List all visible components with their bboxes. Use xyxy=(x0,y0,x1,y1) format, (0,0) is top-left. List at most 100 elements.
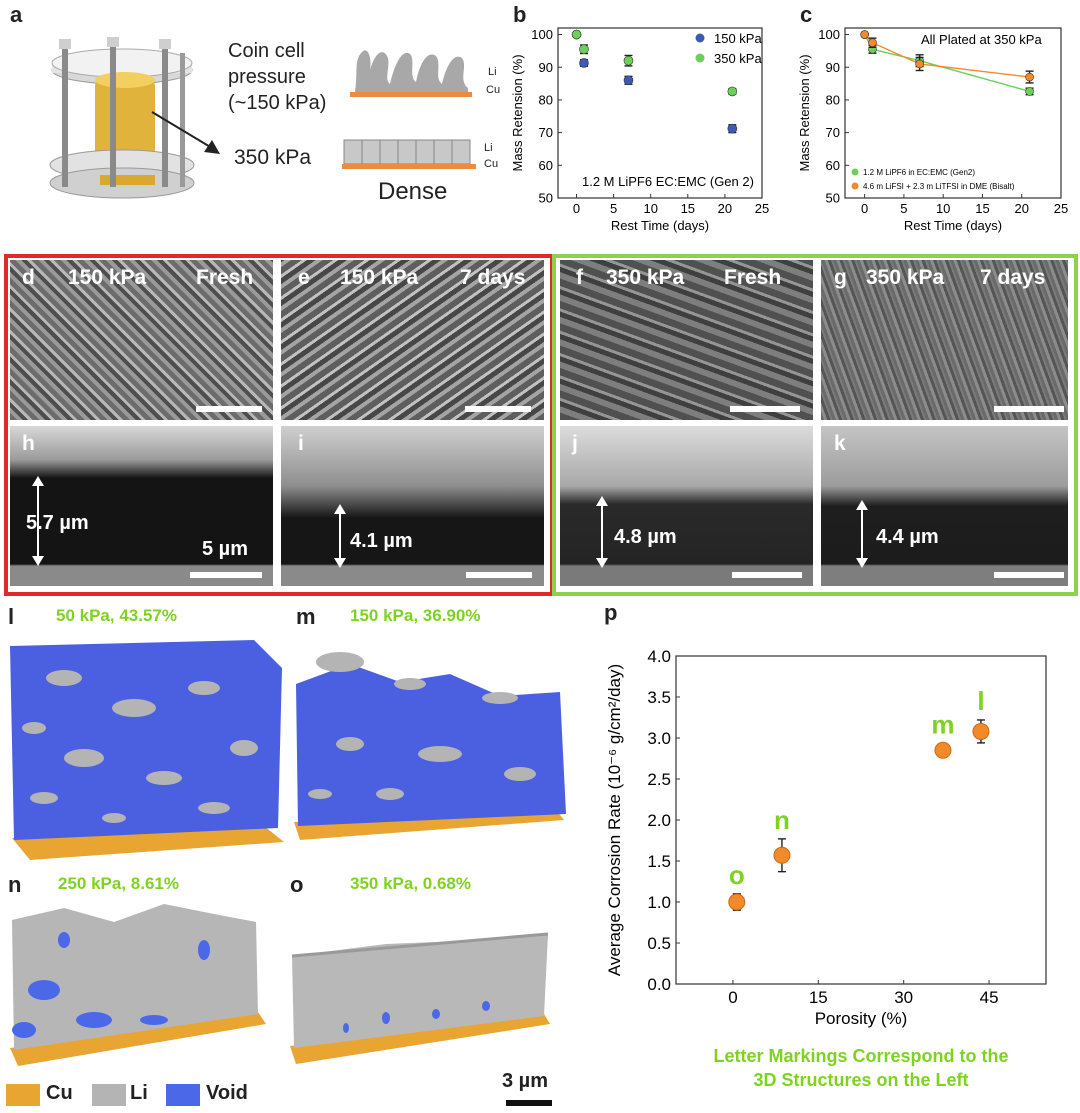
scale-bar-g xyxy=(994,406,1064,412)
y-tick-label: 0.5 xyxy=(647,934,671,953)
x-tick-label: 30 xyxy=(894,988,913,1007)
chart-caption-line: 3D Structures on the Left xyxy=(753,1070,968,1090)
render-scale-label: 3 µm xyxy=(502,1070,548,1092)
thickness-arrow-h xyxy=(32,476,44,566)
render-o-caption: 350 kPa, 0.68% xyxy=(350,874,471,893)
x-tick-label: 0 xyxy=(728,988,737,1007)
scale-bar-f xyxy=(730,406,800,412)
x-axis-title: Rest Time (days) xyxy=(611,218,709,233)
x-tick-label: 5 xyxy=(610,201,617,216)
plot-frame xyxy=(557,27,763,199)
panel-e-letter: e xyxy=(298,266,310,289)
y-tick-label: 80 xyxy=(826,92,840,107)
panel-c-letter: c xyxy=(800,2,813,27)
panel-h-letter: h xyxy=(22,432,35,455)
coin-cell-fixture-illustration xyxy=(49,37,195,199)
sem-image-h xyxy=(10,426,273,586)
y-axis-title: Mass Retension (%) xyxy=(510,54,525,171)
y-tick-label: 50 xyxy=(826,191,840,206)
y-tick-label: 70 xyxy=(826,125,840,140)
cu-layer-label-dense: Cu xyxy=(484,158,499,170)
chart-p: 0 15 30 45 0.0 0.5 1.0 1.5 2.0 2.5 3.0 3.5 4.0 Porosi… xyxy=(605,647,1047,1090)
plot-frame xyxy=(844,27,1062,199)
panel-d-letter: d xyxy=(22,266,35,289)
chart-annotation: 1.2 M LiPF6 EC:EMC (Gen 2) xyxy=(582,174,754,189)
coin-cell-pressure-label: Coin cell pressure (~150 kPa) xyxy=(228,40,327,114)
sem-image-d xyxy=(10,260,273,420)
data-point-series-0 xyxy=(1025,87,1034,96)
x-tick-label: 15 xyxy=(681,201,695,216)
render-l-50kpa xyxy=(10,640,284,860)
thickness-h: 5.7 µm xyxy=(26,512,89,534)
render-m-caption: 150 kPa, 36.90% xyxy=(350,606,481,625)
thickness-i: 4.1 µm xyxy=(350,530,413,552)
legend-marker xyxy=(695,53,705,63)
panel-a-letter: a xyxy=(10,2,23,27)
y-tick-label: 3.5 xyxy=(647,688,671,707)
x-tick-label: 5 xyxy=(900,201,907,216)
x-axis-title: Rest Time (days) xyxy=(904,218,1002,233)
x-tick-label: 25 xyxy=(1054,201,1068,216)
panel-e-time: 7 days xyxy=(460,266,526,289)
thickness-arrow-i xyxy=(334,504,346,568)
legend-label: 350 kPa xyxy=(714,51,762,66)
data-point-350-kpa xyxy=(727,86,738,97)
thickness-arrow-k xyxy=(856,500,868,568)
data-point-350-kpa xyxy=(579,44,589,55)
render-m-150kpa xyxy=(294,652,566,840)
panel-b-letter: b xyxy=(513,2,527,27)
y-tick-label: 2.0 xyxy=(647,811,671,830)
x-tick-label: 20 xyxy=(1014,201,1028,216)
x-tick-label: 20 xyxy=(718,201,732,216)
green-frame-350kpa xyxy=(552,254,1078,596)
chart-b: 0 5 10 15 20 25 50 60 70 80 90 100 Rest Time (days) M… xyxy=(510,27,769,233)
panel-o-letter: o xyxy=(290,872,304,897)
x-axis-title: Porosity (%) xyxy=(815,1009,908,1028)
data-point-150-kpa xyxy=(623,75,634,86)
render-n-caption: 250 kPa, 8.61% xyxy=(58,874,179,893)
x-tick-label: 10 xyxy=(936,201,950,216)
data-label-m: m xyxy=(931,710,954,740)
legend-li-label: Li xyxy=(130,1082,148,1104)
dense-li-illustration xyxy=(342,139,476,169)
plot-frame xyxy=(675,655,1047,985)
legend-label: 4.6 m LiFSI + 2.3 m LiTFSI in DME (Bisal… xyxy=(863,182,1015,191)
li-layer-label: Li xyxy=(488,66,497,78)
sem-image-g xyxy=(821,260,1068,420)
y-tick-label: 100 xyxy=(531,27,553,42)
panel-g-pressure: 350 kPa xyxy=(866,266,945,289)
dense-label: Dense xyxy=(378,178,448,205)
data-point-series-1 xyxy=(1025,72,1034,82)
y-axis-title: Mass Retension (%) xyxy=(797,54,812,171)
x-tick-label: 0 xyxy=(573,201,580,216)
x-tick-label: 10 xyxy=(643,201,657,216)
legend-label: 1.2 M LiPF6 in EC:EMC (Gen2) xyxy=(863,168,975,177)
dendritic-li-illustration xyxy=(350,50,472,97)
panel-f-time: Fresh xyxy=(724,266,782,289)
y-tick-label: 90 xyxy=(539,60,553,75)
y-tick-label: 80 xyxy=(539,92,553,107)
y-tick-label: 4.0 xyxy=(647,647,671,666)
legend-label: 150 kPa xyxy=(714,31,762,46)
thickness-j: 4.8 µm xyxy=(614,526,677,548)
render-o-350kpa xyxy=(290,932,550,1064)
render-l-caption: 50 kPa, 43.57% xyxy=(56,606,177,625)
panel-m-letter: m xyxy=(296,604,316,629)
panel-l-letter: l xyxy=(8,604,15,629)
panel-d-time: Fresh xyxy=(196,266,254,289)
scale-bar-i xyxy=(466,572,532,578)
y-tick-label: 60 xyxy=(826,158,840,173)
scale-bar-e xyxy=(465,406,531,412)
thickness-arrow-j xyxy=(596,496,608,568)
arrow-icon xyxy=(151,111,220,154)
panel-n-letter: n xyxy=(8,872,22,897)
chart-title: All Plated at 350 kPa xyxy=(921,32,1042,47)
data-point-m xyxy=(934,741,952,759)
cu-layer-label: Cu xyxy=(486,84,501,96)
data-point-350-kpa xyxy=(623,55,634,66)
scale-label-h: 5 µm xyxy=(202,538,248,560)
scale-bar-d xyxy=(196,406,262,412)
y-tick-label: 0.0 xyxy=(647,975,671,994)
data-point-series-1 xyxy=(860,30,869,39)
data-point-series-1 xyxy=(915,59,924,69)
